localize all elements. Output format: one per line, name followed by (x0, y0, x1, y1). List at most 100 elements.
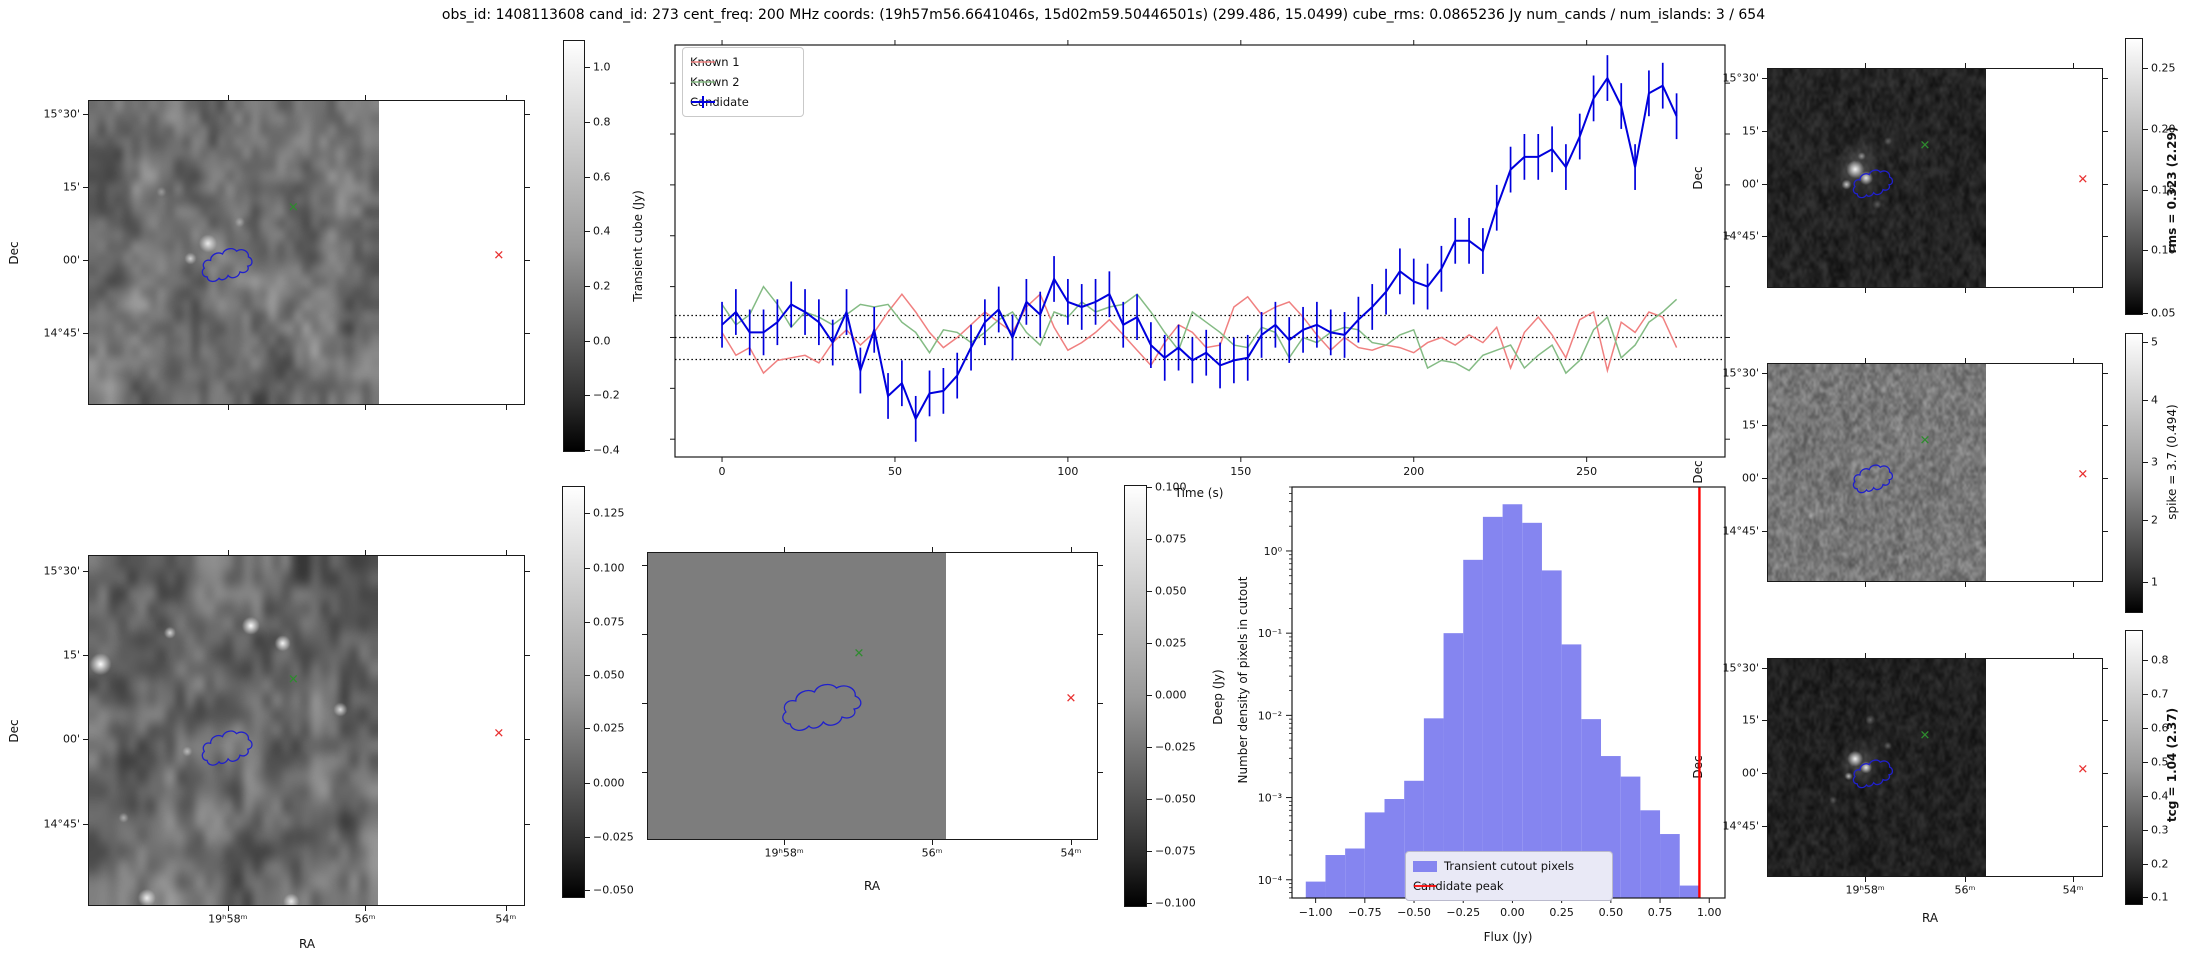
peak-line-icon (1414, 885, 1436, 887)
lightcurve-axes (674, 44, 1726, 458)
y-tick-mark (2103, 372, 2108, 374)
spike-cb-tick-mark (2143, 520, 2148, 521)
legend-item-candidate: Candidate (690, 92, 795, 112)
flux-tick-label: 1.00 (1697, 906, 1722, 919)
dec-tick-label: 15' (1741, 418, 1759, 432)
dec-tick-label: 14°45' (1722, 524, 1759, 538)
histogram-bar (1384, 799, 1405, 898)
deep-cb-tick-mark (1147, 643, 1152, 644)
x-tick-mark (505, 405, 507, 410)
series-line-known-1 (721, 292, 1678, 375)
dec-tick-label: 15' (1741, 124, 1759, 138)
x-tick-mark (2073, 63, 2075, 68)
x-tick-mark (1865, 877, 1867, 882)
ra-tick-label: 19ʰ58ᵐ (764, 846, 804, 860)
marker-x-known-source: ✕ (1919, 728, 1931, 744)
rms-cb-tick-mark (2143, 313, 2148, 314)
y-tick-mark (1762, 825, 1767, 827)
tcg-cb-tick-label: 0.2 (2151, 857, 2169, 871)
ra-tick-label: 54ᵐ (2062, 883, 2084, 897)
y-tick-mark (83, 570, 88, 572)
rms-cb-tick-label: 0.10 (2151, 243, 2176, 257)
y-tick-mark (1098, 634, 1103, 636)
x-tick-mark (1865, 63, 1867, 68)
x-tick-mark (2073, 877, 2075, 882)
ra-tick-label: 56ᵐ (354, 912, 376, 926)
legend-label: Transient cutout pixels (1444, 859, 1574, 873)
legend-item-known1: Known 1 (690, 52, 795, 72)
tcg-cb-tick-mark (2143, 897, 2148, 898)
cutout2-cb-tick-mark (585, 837, 590, 838)
y-tick-mark (525, 113, 530, 115)
marker-x-known-source: ✕ (287, 672, 299, 688)
y-tick-mark (83, 739, 88, 741)
y-tick-mark (2103, 772, 2108, 774)
y-tick-mark (2103, 236, 2108, 238)
cutout-transient-start (88, 555, 525, 906)
y-tick-mark (1762, 667, 1767, 669)
time-tick-label: 200 (1403, 465, 1424, 478)
flux-tick-label: −0.75 (1348, 906, 1382, 919)
figure-title: obs_id: 1408113608 cand_id: 273 cent_fre… (441, 7, 1766, 23)
x-tick-mark (1964, 63, 1966, 68)
x-tick-mark (227, 550, 229, 555)
dec-tick-label: 14°45' (1722, 819, 1759, 833)
deep-cb-tick-label: −0.100 (1155, 896, 1196, 910)
transient-cb-tick-mark (585, 67, 590, 68)
x-tick-mark (932, 547, 934, 552)
tcg-cb-tick-mark (2143, 830, 2148, 831)
tcg-cb-tick-mark (2143, 864, 2148, 865)
x-tick-mark (2073, 358, 2075, 363)
transient-cb-tick-label: 0.8 (593, 115, 611, 129)
marker-x-reference: ✕ (493, 726, 505, 742)
cutout-tcg (1767, 658, 2103, 877)
rms-cb-tick-label: 0.05 (2151, 306, 2176, 320)
cutout-spike-image (1768, 364, 1986, 581)
known1-line-icon (691, 61, 715, 63)
deep-cb-tick-label: −0.050 (1155, 792, 1196, 806)
x-tick-mark (2073, 288, 2075, 293)
dec-tick-label: 00' (62, 253, 80, 267)
rms-cb-tick-mark (2143, 68, 2148, 69)
flux-tick-label: 0.00 (1500, 906, 1525, 919)
time-tick-label: 100 (1057, 465, 1078, 478)
y-tick-mark (2103, 183, 2108, 185)
y-tick-mark (1762, 183, 1767, 185)
deep-cb-tick-mark (1147, 851, 1152, 852)
tcg-cb-tick-mark (2143, 660, 2148, 661)
dec-tick-label: 15°30' (43, 107, 80, 121)
deep-cb-tick-mark (1147, 695, 1152, 696)
dec-tick-label: 14°45' (43, 817, 80, 830)
y-tick-mark (83, 186, 88, 188)
dec-tick-label: 14°45' (1722, 229, 1759, 243)
candidate-errorbar-icon (691, 96, 715, 108)
marker-x-reference: ✕ (2077, 467, 2089, 483)
time-tick-label: 150 (1230, 465, 1251, 478)
tcg-cb-tick-mark (2143, 694, 2148, 695)
x-tick-mark (505, 550, 507, 555)
y-tick-mark (1098, 564, 1103, 566)
legend-item-candidate-peak: Candidate peak (1413, 876, 1604, 896)
known2-line-icon (691, 81, 715, 83)
series-line-known-2 (721, 285, 1678, 375)
y-tick-mark (1762, 236, 1767, 238)
histogram-patch-icon (1413, 860, 1437, 872)
spike-cb-tick-mark (2143, 342, 2148, 343)
tcg-cb-tick-mark (2143, 762, 2148, 763)
tcg-cb-tick-label: 0.3 (2151, 823, 2169, 837)
y-tick-mark (2103, 477, 2108, 479)
y-tick-mark (2103, 667, 2108, 669)
marker-x-known-source: ✕ (853, 646, 865, 662)
y-tick-mark (1762, 130, 1767, 132)
marker-x-known-source: ✕ (287, 200, 299, 216)
x-tick-mark (784, 547, 786, 552)
dec-tick-label: 15°30' (1722, 366, 1759, 380)
tcg-cb-tick-mark (2143, 728, 2148, 729)
x-tick-mark (1070, 840, 1072, 845)
x-tick-mark (1964, 358, 1966, 363)
transient-cb-tick-label: 0.6 (593, 170, 611, 184)
cutout2-cb-tick-label: −0.050 (593, 883, 634, 897)
spike-cb-tick-label: 5 (2151, 335, 2158, 349)
y-tick-mark (525, 333, 530, 335)
rms-cb-tick-mark (2143, 250, 2148, 251)
